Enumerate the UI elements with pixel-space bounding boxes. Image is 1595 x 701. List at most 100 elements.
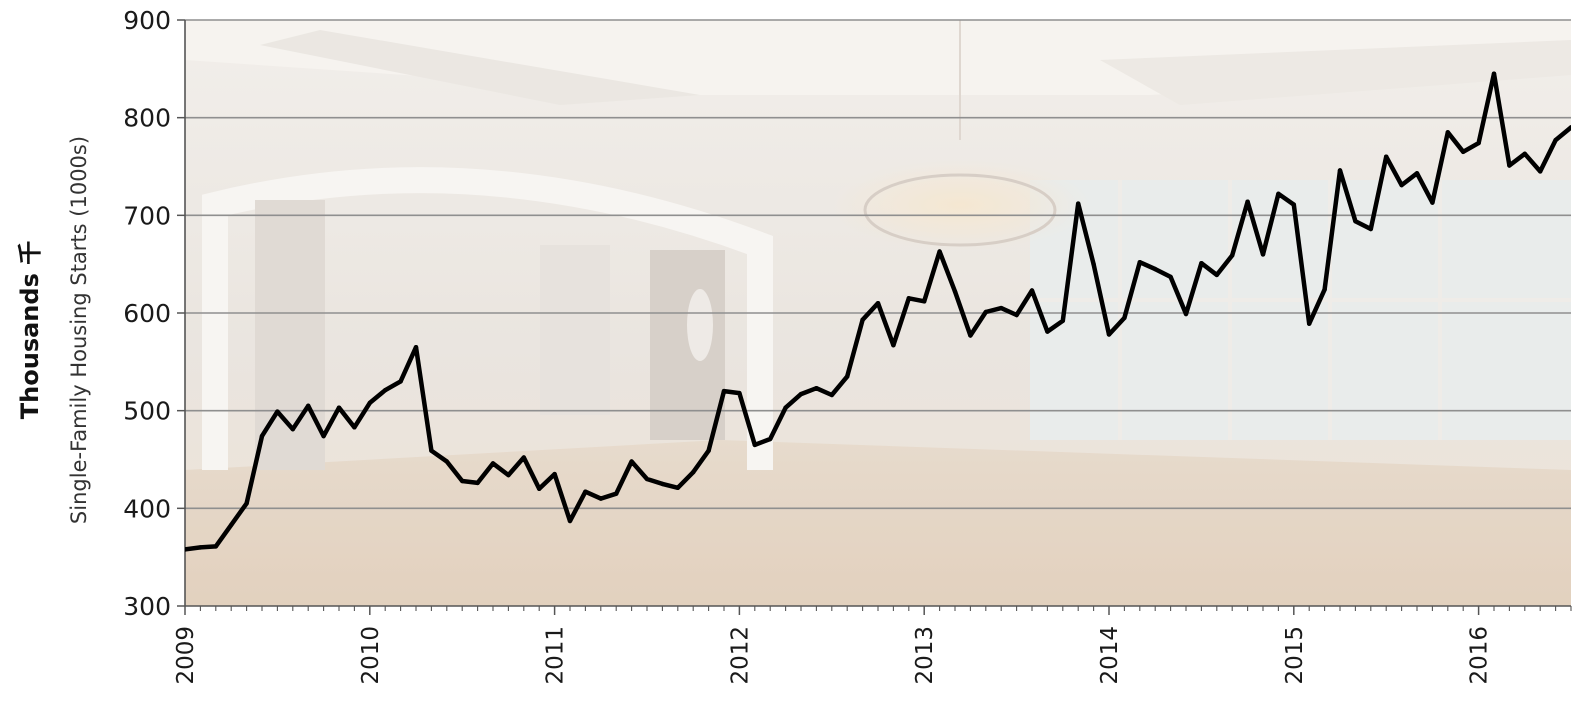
data-point-2014-12	[1276, 191, 1281, 196]
data-point-2016-02	[1491, 71, 1497, 76]
data-point-2014-08	[1214, 272, 1220, 278]
data-point-2011-08	[660, 481, 665, 487]
data-point-2012-04	[783, 405, 788, 410]
data-point-2015-08	[1399, 182, 1404, 188]
data-point-2016-03	[1507, 163, 1512, 168]
data-point-2010-11	[521, 455, 526, 460]
data-point-2015-06	[1368, 226, 1374, 232]
data-point-2011-07	[644, 476, 650, 482]
data-point-2010-09	[490, 461, 496, 466]
data-point-2010-10	[506, 472, 511, 478]
data-point-2011-09	[675, 485, 680, 490]
data-point-2014-01	[1106, 332, 1112, 337]
data-point-2012-02	[752, 442, 757, 448]
data-point-2010-06	[444, 459, 449, 464]
data-point-2013-12	[1091, 262, 1096, 267]
data-point-2010-07	[460, 478, 465, 484]
data-point-2012-06	[814, 386, 819, 391]
data-point-2010-03	[398, 379, 403, 384]
data-point-2016-01	[1476, 140, 1481, 146]
data-point-2010-02	[383, 388, 388, 393]
y-axis-label: Single-Family Housing Starts (1000s)	[67, 136, 91, 524]
data-point-2013-07	[1014, 312, 1019, 318]
x-tick-label-2016: 2016	[1467, 626, 1493, 685]
data-point-2012-08	[845, 374, 850, 379]
data-point-2013-11	[1076, 201, 1081, 206]
data-point-2016-07	[1568, 125, 1571, 130]
y-tick-label-300: 300	[123, 592, 171, 621]
data-point-2013-08	[1029, 288, 1035, 293]
gridlines	[185, 19, 1571, 510]
data-point-2009-02	[198, 545, 203, 550]
data-point-2014-06	[1183, 311, 1189, 317]
x-tick-label-2010: 2010	[358, 626, 384, 685]
data-point-2015-04	[1337, 168, 1343, 173]
data-point-2013-01	[922, 299, 927, 304]
data-point-2013-06	[999, 305, 1004, 311]
data-point-2015-12	[1461, 149, 1466, 154]
data-point-2016-05	[1538, 169, 1543, 174]
data-point-2014-03	[1137, 260, 1143, 265]
data-point-2014-11	[1260, 252, 1266, 257]
data-point-2011-05	[614, 491, 619, 496]
data-point-2014-05	[1168, 274, 1173, 280]
data-point-2014-09	[1230, 253, 1235, 258]
data-point-2012-01	[737, 390, 742, 396]
data-point-2011-02	[567, 518, 573, 524]
data-point-2016-06	[1553, 137, 1558, 143]
data-point-2010-05	[429, 448, 434, 453]
data-point-2009-04	[229, 522, 234, 528]
data-point-2010-12	[537, 486, 542, 491]
x-tick-label-2014: 2014	[1097, 626, 1123, 685]
data-point-2012-12	[906, 296, 911, 301]
data-point-2009-01	[185, 547, 188, 552]
data-point-2015-09	[1414, 171, 1420, 176]
data-point-2012-09	[860, 317, 865, 322]
data-point-2012-05	[798, 391, 804, 397]
y-tick-label-700: 700	[123, 201, 171, 230]
data-point-2015-11	[1445, 130, 1451, 135]
axes	[177, 19, 1572, 615]
x-tick-label-2011: 2011	[543, 626, 569, 685]
data-point-2009-09	[306, 403, 311, 408]
data-point-2012-03	[768, 436, 773, 442]
data-point-2014-07	[1199, 261, 1204, 266]
data-point-2009-06	[259, 433, 265, 439]
thousands-unit-label: Thousands 千	[16, 241, 44, 419]
series-layer	[185, 71, 1571, 552]
data-point-2016-04	[1522, 151, 1528, 156]
data-point-2011-10	[691, 470, 696, 475]
data-point-2011-04	[598, 496, 603, 501]
data-point-2009-03	[213, 544, 218, 549]
x-tick-labels: 2009 2010 2011 2012 2013 2014 2015 2016	[173, 626, 1493, 685]
data-point-2015-10	[1430, 200, 1435, 205]
data-point-2015-05	[1353, 219, 1358, 224]
x-tick-label-2015: 2015	[1282, 626, 1308, 685]
data-point-2014-10	[1245, 199, 1250, 204]
y-tick-label-600: 600	[123, 299, 171, 328]
data-point-2015-01	[1291, 202, 1297, 207]
data-point-2013-02	[937, 249, 942, 254]
x-tick-label-2012: 2012	[727, 626, 753, 685]
data-point-2013-03	[952, 289, 958, 294]
data-point-2010-01	[367, 400, 372, 406]
y-tick-label-400: 400	[123, 494, 171, 523]
data-point-2014-02	[1122, 315, 1127, 321]
data-point-2009-11	[336, 405, 342, 410]
data-point-2012-07	[829, 392, 834, 398]
data-point-2009-05	[244, 501, 249, 506]
data-point-2010-08	[475, 480, 480, 486]
y-tick-label-500: 500	[123, 397, 171, 426]
x-tick-label-2013: 2013	[912, 626, 938, 685]
data-point-2012-11	[891, 343, 896, 348]
data-point-2009-10	[321, 433, 326, 439]
x-tick-label-2009: 2009	[173, 626, 199, 685]
data-point-2009-07	[275, 409, 280, 414]
y-tick-label-800: 800	[123, 104, 171, 133]
data-point-2015-03	[1322, 287, 1327, 292]
data-point-2014-04	[1153, 266, 1158, 272]
data-point-2013-05	[983, 309, 988, 315]
data-point-2013-09	[1045, 329, 1050, 334]
